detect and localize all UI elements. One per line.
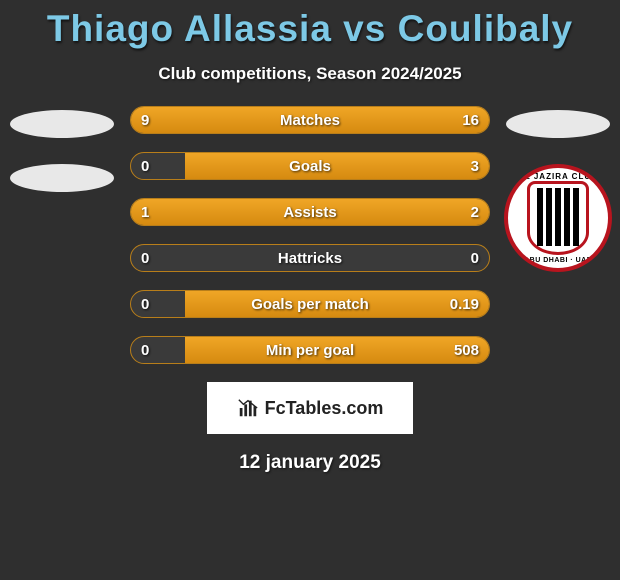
stat-value-right: 3 xyxy=(471,153,479,179)
stat-label: Goals per match xyxy=(131,291,489,317)
page-title: Thiago Allassia vs Coulibaly xyxy=(0,0,620,50)
stat-value-right: 0.19 xyxy=(450,291,479,317)
date-label: 12 january 2025 xyxy=(0,452,620,474)
stat-row: 0Hattricks0 xyxy=(130,244,490,272)
stat-label: Assists xyxy=(131,199,489,225)
attribution-text: FcTables.com xyxy=(265,398,384,419)
stat-label: Goals xyxy=(131,153,489,179)
stat-value-right: 2 xyxy=(471,199,479,225)
page-subtitle: Club competitions, Season 2024/2025 xyxy=(0,64,620,84)
stat-label: Matches xyxy=(131,107,489,133)
stat-label: Min per goal xyxy=(131,337,489,363)
stat-row: 0Min per goal508 xyxy=(130,336,490,364)
stat-row: 1Assists2 xyxy=(130,198,490,226)
stat-value-right: 0 xyxy=(471,245,479,271)
stat-value-right: 16 xyxy=(462,107,479,133)
stat-row: 9Matches16 xyxy=(130,106,490,134)
bar-chart-icon xyxy=(237,397,259,419)
stat-label: Hattricks xyxy=(131,245,489,271)
stat-row: 0Goals per match0.19 xyxy=(130,290,490,318)
fctables-attribution: FcTables.com xyxy=(207,382,413,434)
stats-comparison: 9Matches160Goals31Assists20Hattricks00Go… xyxy=(0,106,620,364)
stat-value-right: 508 xyxy=(454,337,479,363)
stat-row: 0Goals3 xyxy=(130,152,490,180)
